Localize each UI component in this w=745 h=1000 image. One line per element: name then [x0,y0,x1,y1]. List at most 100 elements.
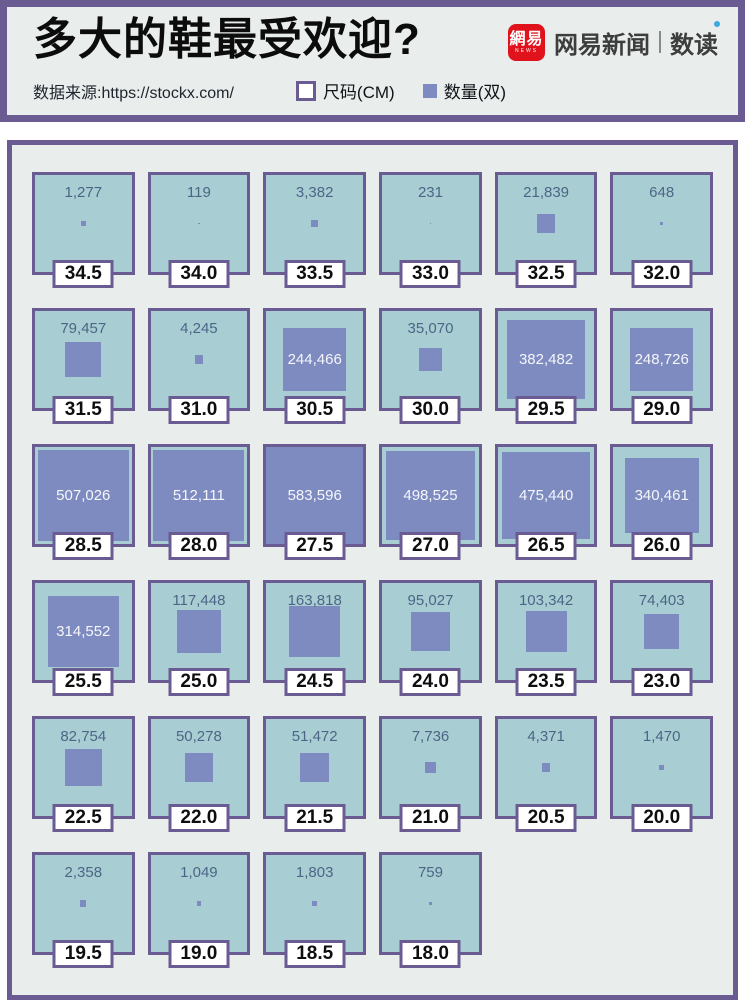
size-tag: 26.0 [631,532,693,560]
size-cell-22.5: 82,754 22.5 [32,716,135,832]
size-tag: 25.0 [168,668,230,696]
quantity-label: 507,026 [56,487,111,504]
quantity-square: 498,525 [385,450,476,541]
size-tag: 20.5 [515,804,577,832]
quantity-square [424,761,437,774]
size-cell-18.5: 1,803 18.5 [263,852,367,968]
size-tag: 29.0 [631,396,693,424]
quantity-label: 498,525 [403,486,458,504]
size-cell-19.0: 1,049 19.0 [147,852,251,968]
size-tag: 28.5 [52,532,114,560]
size-cell-21.5: 51,472 21.5 [263,716,367,832]
size-cell-31.5: 79,457 31.5 [32,308,135,424]
size-cell-24.0: 95,027 24.0 [379,580,482,696]
size-tag: 33.0 [399,260,461,288]
quantity-label: 4,371 [527,728,565,745]
size-tag: 34.0 [168,260,230,288]
size-cell-33.5: 3,382 33.5 [263,172,367,288]
logo-section-text: 数读 [670,20,720,60]
chart-panel: 1,277 34.5 119 34.0 3,382 33.5 231 33.0 21,839 32… [7,140,738,1000]
quantity-square [536,214,556,233]
quantity-square [660,221,664,226]
quantity-label: 3,382 [295,184,334,201]
quantity-label: 512,111 [172,486,225,504]
quantity-square [198,222,200,225]
quantity-label: 648 [649,184,675,201]
size-cell-28.5: 507,026 28.5 [32,444,135,560]
size-tag: 19.0 [168,940,230,968]
size-cell-32.0: 648 32.0 [610,172,713,288]
size-tag: 24.0 [399,668,461,696]
quantity-label: 4,245 [180,320,218,337]
size-tag: 18.0 [399,940,461,968]
quantity-square [659,765,665,770]
size-cell-25.5: 314,552 25.5 [32,580,135,696]
size-cell-30.0: 35,070 30.0 [379,308,482,424]
quantity-square: 244,466 [283,328,347,391]
quantity-label: 21,839 [523,184,570,201]
size-cell-26.0: 340,461 26.0 [610,444,713,560]
quantity-square: 314,552 [47,595,119,668]
quantity-label: 117,448 [172,592,226,609]
size-tag: 27.5 [284,532,346,560]
logo-blue-dot-icon [714,20,720,27]
quantity-label: 50,278 [175,728,222,745]
size-tag: 23.5 [515,668,577,696]
quantity-square: 248,726 [630,327,694,392]
quantity-square: 583,596 [266,447,364,544]
size-cell-33.0: 231 33.0 [379,172,482,288]
header-top-row: 多大的鞋最受欢迎? 網易 NEWS 网易新闻 数读 [33,16,720,63]
size-tag: 19.5 [52,940,114,968]
size-tag: 32.0 [631,260,693,288]
quantity-square [428,901,433,906]
logo-divider [659,31,661,54]
size-tag: 33.5 [284,260,346,288]
quantity-label: 1,470 [642,728,681,745]
quantity-label: 1,277 [64,184,103,201]
quantity-label: 1,049 [180,864,218,881]
header-panel: 多大的鞋最受欢迎? 網易 NEWS 网易新闻 数读 数据来源:https://s… [0,0,745,122]
size-cell-29.5: 382,482 29.5 [494,308,598,424]
size-tag: 21.5 [284,804,346,832]
quantity-square [177,609,221,654]
quantity-label: 382,482 [518,350,574,368]
quantity-label: 1,803 [295,864,334,881]
size-cell-31.0: 4,245 31.0 [147,308,251,424]
quantity-label: 340,461 [634,486,689,504]
quantity-label: 103,342 [518,592,574,609]
quantity-square [65,341,102,378]
quantity-label: 82,754 [60,728,107,745]
logo-section-label: 数读 [670,31,718,59]
quantity-label: 248,726 [634,351,689,368]
size-tag: 22.0 [168,804,230,832]
size-tag: 25.5 [52,668,114,696]
data-source-text: 数据来源:https://stockx.com/ [33,84,234,102]
quantity-label: 35,070 [407,320,454,337]
size-tag: 31.0 [168,396,230,424]
quantity-label: 231 [417,184,443,201]
logo-icon-subtext: NEWS [515,47,538,54]
quantity-square: 382,482 [506,320,586,399]
quantity-label: 74,403 [638,592,685,609]
quantity-square [184,753,214,782]
size-tag: 34.5 [52,260,114,288]
quantity-swatch-icon [422,83,437,98]
quantity-square: 340,461 [624,458,699,533]
legend-size-label: 尺码(CM) [322,83,395,102]
size-tag: 30.5 [284,396,346,424]
quantity-label: 163,818 [287,592,342,609]
quantity-label: 95,027 [407,592,454,609]
size-tag: 23.0 [631,668,693,696]
header-bottom-row: 数据来源:https://stockx.com/ 尺码(CM) 数量(双) [33,78,718,105]
quantity-label: 244,466 [287,350,342,368]
logo-icon-text: 網易 [509,30,544,48]
size-tag: 24.5 [284,668,346,696]
size-cell-34.5: 1,277 34.5 [32,172,135,288]
quantity-square [194,355,204,364]
quantity-square [644,614,679,649]
quantity-square: 512,111 [153,450,245,541]
size-cell-22.0: 50,278 22.0 [147,716,251,832]
quantity-square [311,219,319,228]
size-tag: 31.5 [52,396,114,424]
size-tag: 21.0 [399,804,461,832]
